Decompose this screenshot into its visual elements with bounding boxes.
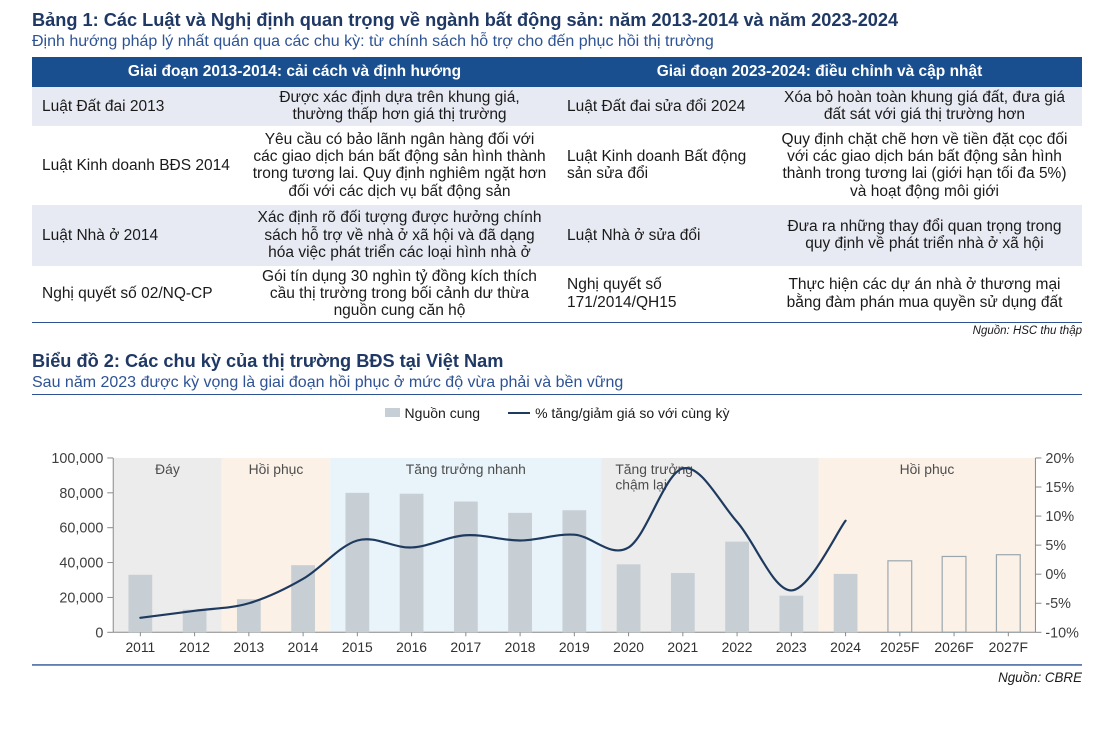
svg-text:2021: 2021: [667, 639, 698, 655]
svg-text:60,000: 60,000: [59, 520, 103, 536]
svg-text:80,000: 80,000: [59, 486, 103, 502]
svg-text:5%: 5%: [1045, 538, 1066, 554]
svg-text:2019: 2019: [559, 639, 590, 655]
svg-text:2024: 2024: [830, 639, 861, 655]
svg-text:Đáy: Đáy: [155, 461, 180, 477]
svg-text:2026F: 2026F: [934, 639, 973, 655]
svg-text:10%: 10%: [1045, 509, 1074, 525]
svg-text:2022: 2022: [722, 639, 753, 655]
svg-text:40,000: 40,000: [59, 555, 103, 571]
svg-text:2015: 2015: [342, 639, 373, 655]
svg-text:2013: 2013: [233, 639, 264, 655]
svg-text:chậm lại: chậm lại: [615, 476, 667, 492]
svg-text:2012: 2012: [179, 639, 210, 655]
svg-text:2018: 2018: [505, 639, 536, 655]
svg-text:2020: 2020: [613, 639, 644, 655]
svg-text:-5%: -5%: [1045, 596, 1071, 612]
svg-text:Hồi phục: Hồi phục: [900, 461, 955, 477]
svg-text:Hồi phục: Hồi phục: [249, 461, 304, 477]
svg-text:15%: 15%: [1045, 480, 1074, 496]
svg-text:20%: 20%: [1045, 451, 1074, 467]
svg-text:2016: 2016: [396, 639, 427, 655]
svg-text:2011: 2011: [125, 639, 155, 655]
svg-text:20,000: 20,000: [59, 590, 103, 606]
svg-text:0: 0: [95, 625, 103, 641]
svg-text:100,000: 100,000: [51, 451, 103, 467]
svg-text:2014: 2014: [288, 639, 319, 655]
svg-text:2023: 2023: [776, 639, 807, 655]
svg-text:2025F: 2025F: [880, 639, 919, 655]
svg-text:2027F: 2027F: [989, 639, 1028, 655]
svg-text:Tăng trưởng nhanh: Tăng trưởng nhanh: [406, 461, 526, 477]
svg-text:Nguồn: CBRE: Nguồn: CBRE: [998, 670, 1082, 685]
svg-text:0%: 0%: [1045, 567, 1066, 583]
svg-text:2017: 2017: [450, 639, 481, 655]
svg-text:-10%: -10%: [1045, 625, 1079, 641]
